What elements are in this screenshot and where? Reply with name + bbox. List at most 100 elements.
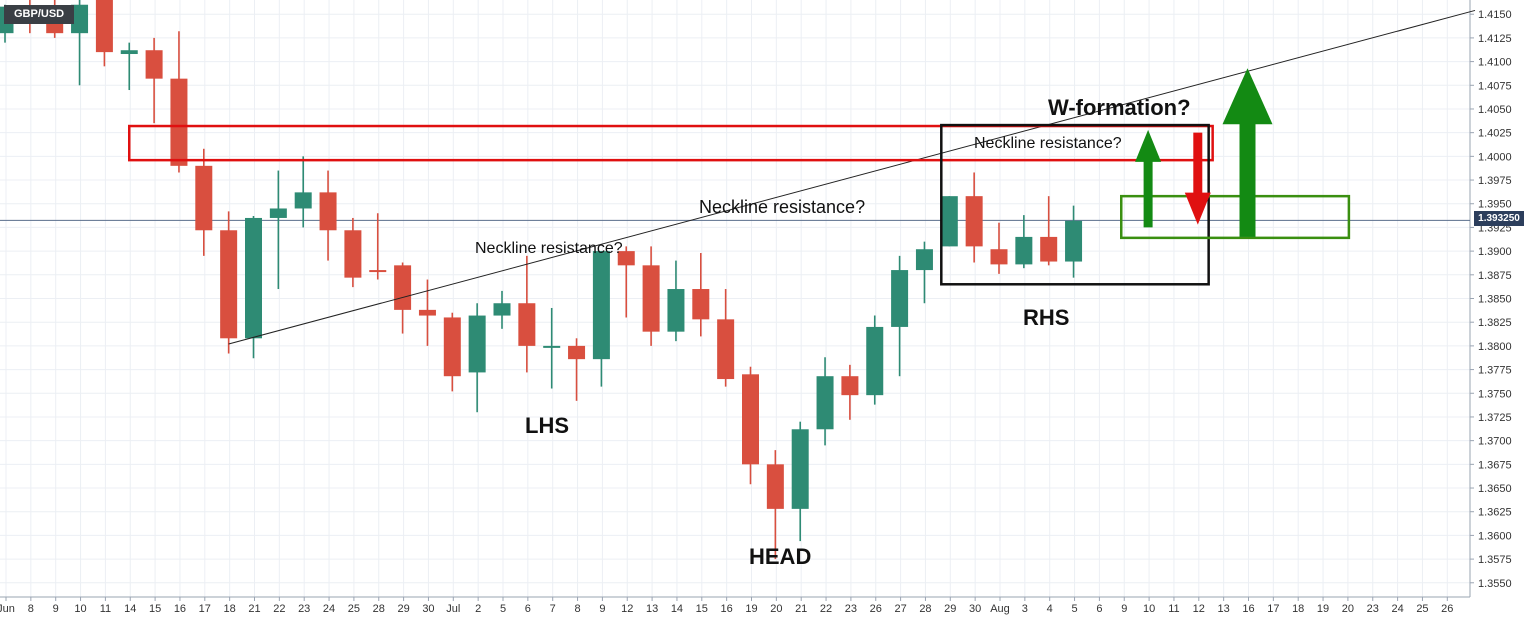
- candle-body: [766, 464, 784, 509]
- small-up-arrow: [1135, 129, 1162, 228]
- x-tick-label: 27: [894, 603, 906, 615]
- y-tick-label: 1.3775: [1478, 365, 1512, 377]
- candle-body: [145, 50, 163, 79]
- x-tick-label: 12: [621, 603, 633, 615]
- x-tick-label: Jun: [0, 603, 15, 615]
- x-tick-label: 20: [1342, 603, 1354, 615]
- x-tick-label: 14: [124, 603, 136, 615]
- x-tick-label: 11: [1168, 603, 1179, 615]
- y-tick-label: 1.3825: [1478, 317, 1512, 329]
- x-tick-label: 30: [969, 603, 981, 615]
- candle-body: [245, 217, 262, 339]
- annotation-rhs: RHS: [1023, 305, 1069, 330]
- candle-body: [468, 315, 486, 373]
- candle-body: [891, 270, 909, 327]
- candle: [791, 421, 809, 542]
- candle-body: [1015, 236, 1033, 265]
- annotation-neckline-upper: Neckline resistance?: [974, 135, 1122, 152]
- x-tick-label: 10: [74, 603, 86, 615]
- candle: [220, 211, 238, 354]
- annotation-w-formation: W-formation?: [1048, 95, 1191, 120]
- x-tick-label: 13: [646, 603, 658, 615]
- candle-body: [369, 270, 387, 273]
- y-tick-label: 1.3700: [1478, 436, 1512, 448]
- candle: [95, 0, 113, 67]
- y-tick-label: 1.3850: [1478, 294, 1512, 306]
- candle: [195, 148, 213, 256]
- y-tick-label: 1.3600: [1478, 530, 1512, 542]
- candle: [692, 253, 710, 337]
- y-tick-label: 1.3725: [1478, 412, 1512, 424]
- x-tick-label: 23: [298, 603, 310, 615]
- candle: [717, 289, 735, 387]
- candle: [245, 216, 262, 359]
- x-tick-label: 9: [1121, 603, 1127, 615]
- x-tick-label: 26: [1441, 603, 1453, 615]
- x-tick-label: 20: [770, 603, 782, 615]
- x-tick-label: 15: [696, 603, 708, 615]
- x-tick-label: 28: [373, 603, 385, 615]
- x-tick-label: 30: [422, 603, 434, 615]
- y-tick-label: 1.3650: [1478, 483, 1512, 495]
- rhs-box: [940, 123, 1210, 286]
- y-tick-label: 1.4075: [1478, 80, 1512, 92]
- neckline-trendline: [228, 9, 1476, 345]
- candle-body: [841, 376, 859, 396]
- annotation-lhs: LHS: [525, 413, 569, 438]
- down-arrow: [1184, 132, 1211, 225]
- candle: [294, 156, 312, 228]
- y-tick-label: 1.4150: [1478, 9, 1512, 21]
- x-tick-label: 14: [671, 603, 683, 615]
- candle: [841, 364, 859, 420]
- candle-body: [692, 289, 710, 320]
- candle: [592, 251, 610, 387]
- x-tick-label: 6: [525, 603, 531, 615]
- candle: [617, 246, 635, 318]
- candle-body: [1065, 220, 1083, 262]
- x-tick-label: 2: [475, 603, 481, 615]
- candle-body: [294, 192, 312, 209]
- annotation-neckline-middle: Neckline resistance?: [699, 197, 865, 217]
- candle-body: [990, 249, 1008, 265]
- candle: [518, 255, 536, 373]
- y-tick-label: 1.3875: [1478, 270, 1512, 282]
- candle: [468, 303, 486, 413]
- candle: [269, 170, 287, 290]
- candle-body: [592, 251, 610, 360]
- support-zone-box: [1120, 194, 1351, 240]
- x-tick-label: 29: [944, 603, 956, 615]
- large-up-arrow: [1222, 68, 1273, 237]
- candle: [344, 217, 362, 288]
- current-price-badge: 1.393250: [1474, 211, 1524, 226]
- x-tick-label: 17: [199, 603, 211, 615]
- candle-body: [1040, 236, 1058, 262]
- y-tick-label: 1.4125: [1478, 33, 1512, 45]
- candle-body: [170, 78, 188, 166]
- candle: [170, 31, 188, 173]
- x-tick-label: 11: [100, 603, 111, 615]
- candle-body: [394, 265, 412, 310]
- candle: [71, 0, 89, 86]
- x-tick-label: 17: [1267, 603, 1279, 615]
- candle: [1015, 215, 1033, 269]
- candle-body: [493, 303, 511, 316]
- y-tick-label: 1.3550: [1478, 578, 1512, 590]
- x-tick-label: 21: [248, 603, 260, 615]
- x-tick-label: 16: [1242, 603, 1254, 615]
- candle-body: [667, 289, 685, 332]
- x-tick-label: 7: [550, 603, 556, 615]
- candle-body: [642, 265, 660, 332]
- y-tick-label: 1.4050: [1478, 104, 1512, 116]
- candle: [667, 260, 685, 342]
- x-tick-label: 29: [397, 603, 409, 615]
- x-tick-label: 24: [1391, 603, 1403, 615]
- x-tick-label: 15: [149, 603, 161, 615]
- candle: [990, 222, 1008, 274]
- candle-body: [195, 165, 213, 231]
- x-tick-label: 25: [1416, 603, 1428, 615]
- x-tick-label: 25: [348, 603, 360, 615]
- candle-body: [418, 309, 436, 316]
- candle-body: [940, 196, 958, 247]
- x-tick-label: 18: [1292, 603, 1304, 615]
